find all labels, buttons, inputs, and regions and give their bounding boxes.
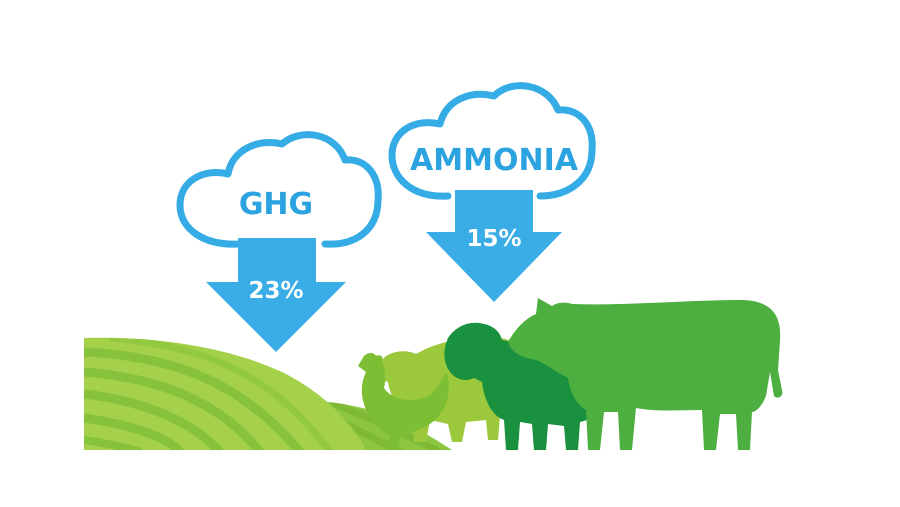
ghg-down-arrow-icon bbox=[206, 238, 346, 352]
ghg-reduction-value: 23% bbox=[248, 278, 303, 304]
ammonia-cloud-icon bbox=[388, 82, 596, 200]
ammonia-label: AMMONIA bbox=[410, 143, 579, 178]
ghg-cloud-icon bbox=[176, 131, 382, 248]
farm-field bbox=[84, 337, 452, 450]
cow-icon bbox=[508, 298, 783, 450]
ammonia-reduction-value: 15% bbox=[466, 226, 521, 252]
ammonia-down-arrow-icon bbox=[426, 190, 562, 302]
chicken-icon bbox=[358, 353, 449, 450]
ghg-label: GHG bbox=[239, 187, 313, 222]
